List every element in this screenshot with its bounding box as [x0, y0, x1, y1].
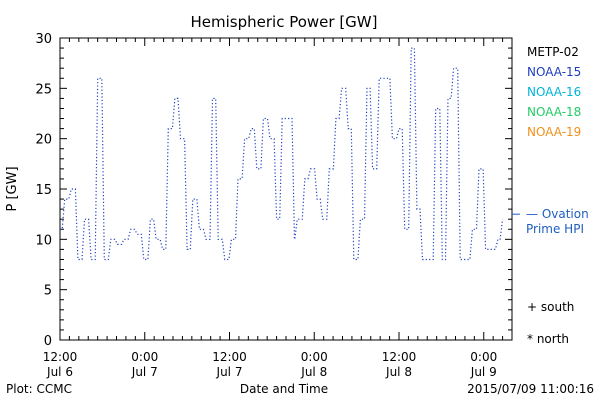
- footer-timestamp: 2015/07/09 11:00:16: [467, 382, 594, 396]
- ovation-label-line1: — Ovation: [526, 207, 589, 221]
- series-line-noaa-15: [60, 47, 504, 261]
- x-tick-label-date: Jul 7: [216, 365, 243, 379]
- x-tick-label-time: 12:00: [212, 350, 247, 364]
- y-tick-label: 30: [35, 32, 52, 47]
- y-tick-label: 5: [44, 284, 52, 299]
- plot-frame: [59, 37, 513, 341]
- y-tick-label: 20: [35, 133, 52, 148]
- x-tick-label-date: Jul 6: [46, 365, 73, 379]
- series-layer: [60, 47, 504, 261]
- x-tick-label-time: 0:00: [131, 350, 158, 364]
- x-tick-label-date: Jul 7: [131, 365, 158, 379]
- legend-entry: NOAA-18: [527, 105, 581, 119]
- y-tick-label: 0: [44, 334, 52, 349]
- x-axis-label: Date and Time: [240, 382, 328, 396]
- x-tick-label-date: Jul 8: [300, 365, 327, 379]
- x-tick-label-time: 0:00: [301, 350, 328, 364]
- y-axis-label: P [GW]: [5, 166, 20, 211]
- y-tick-label: 25: [35, 82, 52, 97]
- marker-legend-south: + south: [527, 300, 574, 314]
- y-axis: 0 5 10 15 20 25 30: [35, 32, 512, 349]
- x-tick-label-date: Jul 8: [385, 365, 412, 379]
- legend-entry: NOAA-15: [527, 65, 581, 79]
- legend-entry: NOAA-16: [527, 85, 581, 99]
- legend-entry: NOAA-19: [527, 125, 581, 139]
- marker-legend-north: * north: [527, 332, 569, 346]
- ovation-indicator: — Ovation Prime HPI: [512, 207, 589, 236]
- legend: METP-02 NOAA-15 NOAA-16 NOAA-18 NOAA-19: [527, 45, 581, 139]
- y-tick-label: 10: [35, 233, 52, 248]
- y-tick-label: 15: [35, 183, 52, 198]
- ovation-label-line2: Prime HPI: [526, 222, 584, 236]
- x-tick-label-time: 0:00: [470, 350, 497, 364]
- chart-title: Hemispheric Power [GW]: [191, 13, 378, 31]
- legend-entry: METP-02: [527, 45, 579, 59]
- x-tick-label-time: 12:00: [43, 350, 78, 364]
- x-tick-label-time: 12:00: [382, 350, 417, 364]
- x-tick-label-date: Jul 9: [470, 365, 497, 379]
- footer-plot-credit: Plot: CCMC: [6, 382, 72, 396]
